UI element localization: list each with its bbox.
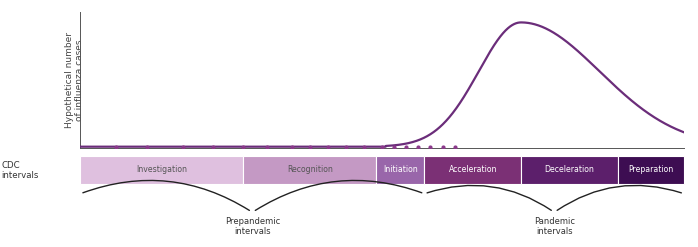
Text: CDC
intervals: CDC intervals xyxy=(1,161,39,180)
Bar xyxy=(376,156,424,184)
Text: Prepandemic
intervals: Prepandemic intervals xyxy=(225,217,280,236)
Text: Acceleration: Acceleration xyxy=(449,165,497,174)
Text: Deceleration: Deceleration xyxy=(544,165,594,174)
Text: Investigation: Investigation xyxy=(136,165,187,174)
Bar xyxy=(424,156,521,184)
Text: Pandemic
intervals: Pandemic intervals xyxy=(534,217,574,236)
Y-axis label: Hypothetical number
of influenza cases: Hypothetical number of influenza cases xyxy=(65,32,84,128)
Bar xyxy=(244,156,376,184)
Text: Recognition: Recognition xyxy=(287,165,333,174)
Bar xyxy=(80,156,244,184)
Bar xyxy=(618,156,684,184)
Bar xyxy=(521,156,618,184)
Text: Preparation: Preparation xyxy=(628,165,674,174)
Text: Initiation: Initiation xyxy=(383,165,417,174)
